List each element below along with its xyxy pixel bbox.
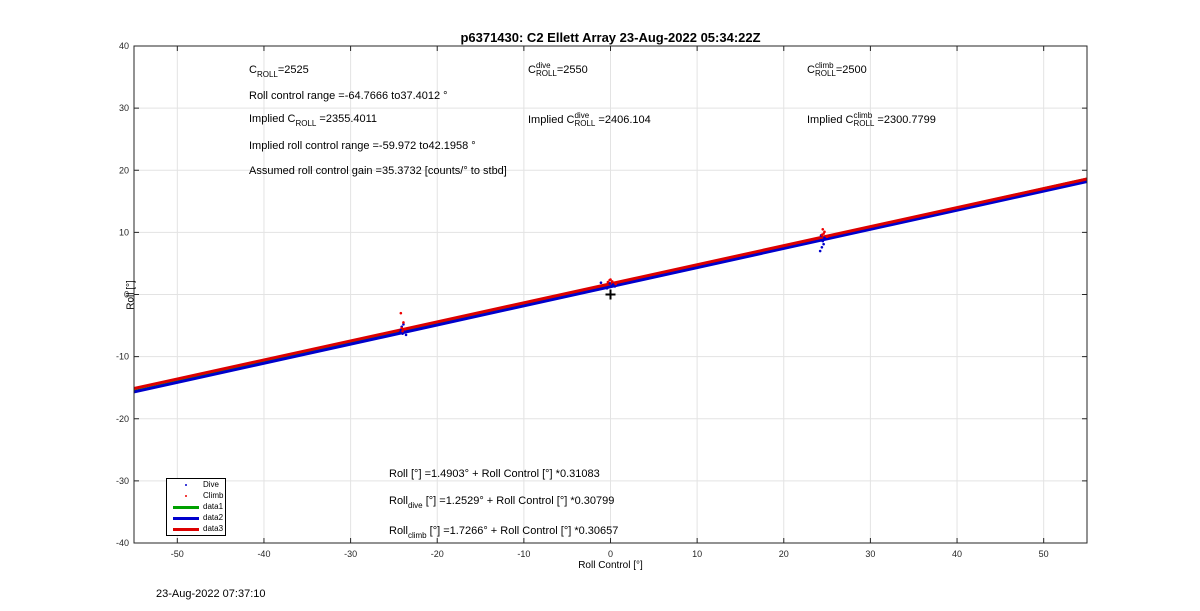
x-tick-label: 20	[779, 549, 789, 559]
y-tick-label: 30	[119, 103, 129, 113]
x-tick-label: -40	[257, 549, 270, 559]
point-climb	[606, 280, 610, 284]
point-dive	[398, 331, 402, 334]
legend-item-data3: data3	[167, 524, 225, 534]
c-roll-annotation: CROLL=2525	[249, 64, 309, 79]
point-dive	[404, 333, 408, 337]
x-tick-label: -20	[431, 549, 444, 559]
point-climb	[821, 227, 825, 231]
x-tick-label: 0	[608, 549, 613, 559]
x-tick-label: -10	[517, 549, 530, 559]
y-tick-label: 40	[119, 41, 129, 51]
point-dive	[611, 283, 615, 286]
legend-line-icon	[173, 506, 199, 509]
axis-ticks: -50 -40 -30 -20 -10 0 10 20 30 40 50 -40 -30 -20 -10 0 1…	[116, 41, 1087, 559]
y-tick-label: -30	[116, 476, 129, 486]
implied-c-roll-annotation: Implied CROLL =2355.4011	[249, 113, 378, 128]
point-climb	[399, 311, 403, 315]
timestamp: 23-Aug-2022 07:37:10	[156, 588, 266, 600]
y-tick-label: 20	[119, 165, 129, 175]
point-climb	[400, 326, 404, 330]
x-tick-label: 30	[865, 549, 875, 559]
x-tick-label: 10	[692, 549, 702, 559]
y-tick-label: -40	[116, 538, 129, 548]
legend-dot-icon	[185, 495, 187, 497]
legend-item-data2: data2	[167, 513, 225, 523]
fit-all-annotation: Roll [°] =1.4903° + Roll Control [°] *0.…	[389, 468, 600, 480]
point-dive	[613, 285, 617, 288]
point-dive	[824, 237, 827, 241]
point-dive	[820, 245, 824, 249]
y-tick-label: -20	[116, 414, 129, 424]
point-climb	[610, 280, 614, 283]
y-tick-label: 10	[119, 227, 129, 237]
point-climb	[608, 278, 611, 282]
fit-dive-annotation: Rolldive [°] =1.2529° + Roll Control [°]…	[389, 495, 615, 510]
x-tick-label: -50	[171, 549, 184, 559]
point-climb	[614, 282, 617, 286]
roll-control-range-annotation: Roll control range =-64.7666 to37.4012 °	[249, 90, 448, 102]
legend-item-climb: Climb	[167, 491, 225, 501]
point-dive	[821, 239, 825, 243]
point-climb	[402, 321, 405, 324]
point-dive	[599, 281, 603, 284]
y-axis-label: Roll [°]	[125, 280, 137, 310]
legend-line-icon	[173, 517, 199, 520]
y-tick-label: -10	[116, 352, 129, 362]
legend-line-icon	[173, 528, 199, 531]
legend: Dive Climb data1 data2 data3	[166, 478, 226, 536]
x-tick-label: 40	[952, 549, 962, 559]
x-axis-label: Roll Control [°]	[578, 560, 643, 571]
point-climb	[401, 329, 404, 333]
x-tick-label: 50	[1039, 549, 1049, 559]
point-climb	[822, 232, 825, 235]
plot-series	[133, 177, 1088, 394]
point-dive	[822, 242, 825, 246]
point-climb	[403, 327, 407, 331]
point-dive	[605, 286, 609, 290]
legend-item-dive: Dive	[167, 480, 225, 490]
point-dive	[402, 323, 405, 326]
fit-climb-annotation: Rollclimb [°] =1.7266° + Roll Control [°…	[389, 525, 619, 540]
gain-annotation: Assumed roll control gain =35.3732 [coun…	[249, 165, 507, 177]
y-tick-label: 0	[124, 290, 129, 300]
legend-item-data1: data1	[167, 502, 225, 512]
point-dive	[818, 249, 822, 253]
point-climb	[825, 235, 829, 239]
legend-dot-icon	[185, 484, 187, 486]
chart-title: p6371430: C2 Ellett Array 23-Aug-2022 05…	[460, 30, 761, 45]
point-dive	[401, 332, 404, 335]
implied-range-annotation: Implied roll control range =-59.972 to42…	[249, 140, 476, 152]
x-tick-label: -30	[344, 549, 357, 559]
